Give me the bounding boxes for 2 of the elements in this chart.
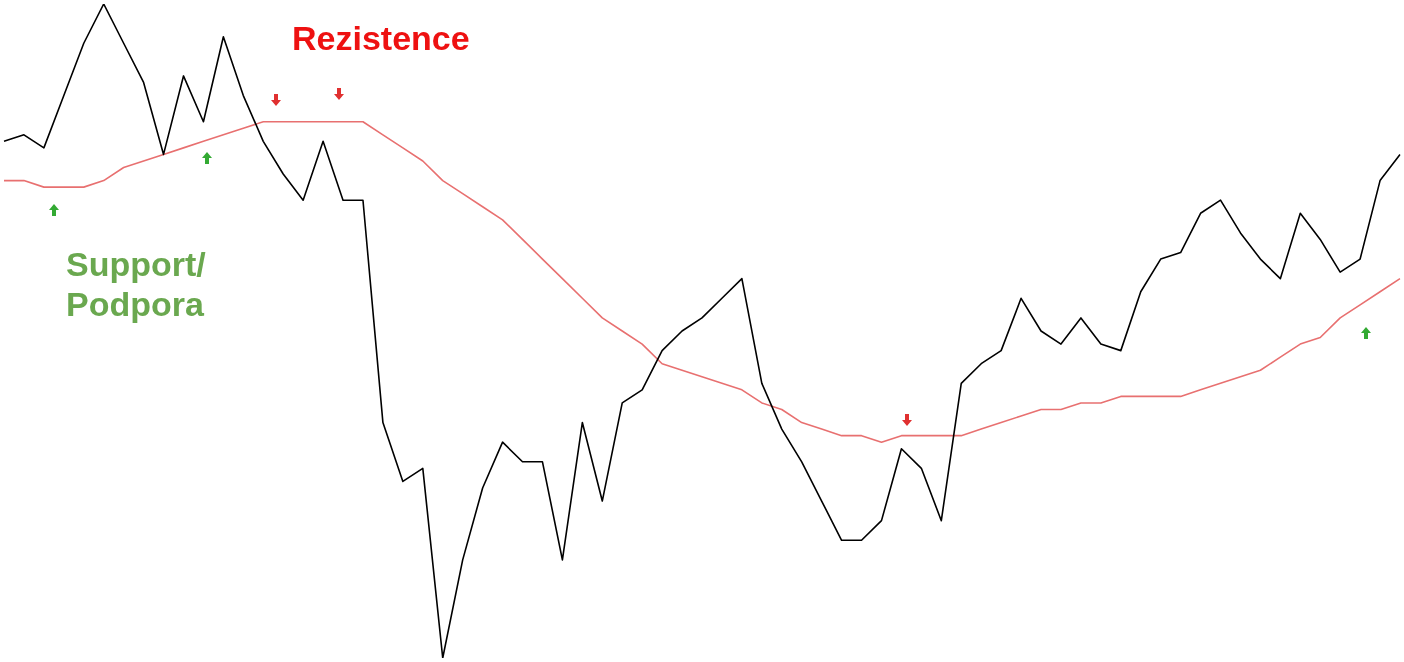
annotation: Rezistence [292,18,470,58]
annotation: Support/ Podpora [66,244,206,324]
